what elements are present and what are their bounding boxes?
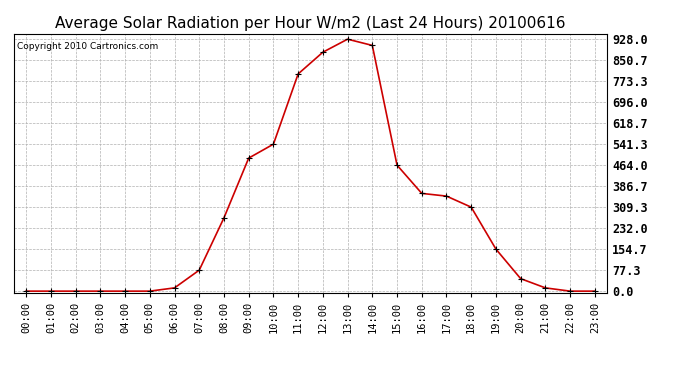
Text: Copyright 2010 Cartronics.com: Copyright 2010 Cartronics.com bbox=[17, 42, 158, 51]
Title: Average Solar Radiation per Hour W/m2 (Last 24 Hours) 20100616: Average Solar Radiation per Hour W/m2 (L… bbox=[55, 16, 566, 31]
